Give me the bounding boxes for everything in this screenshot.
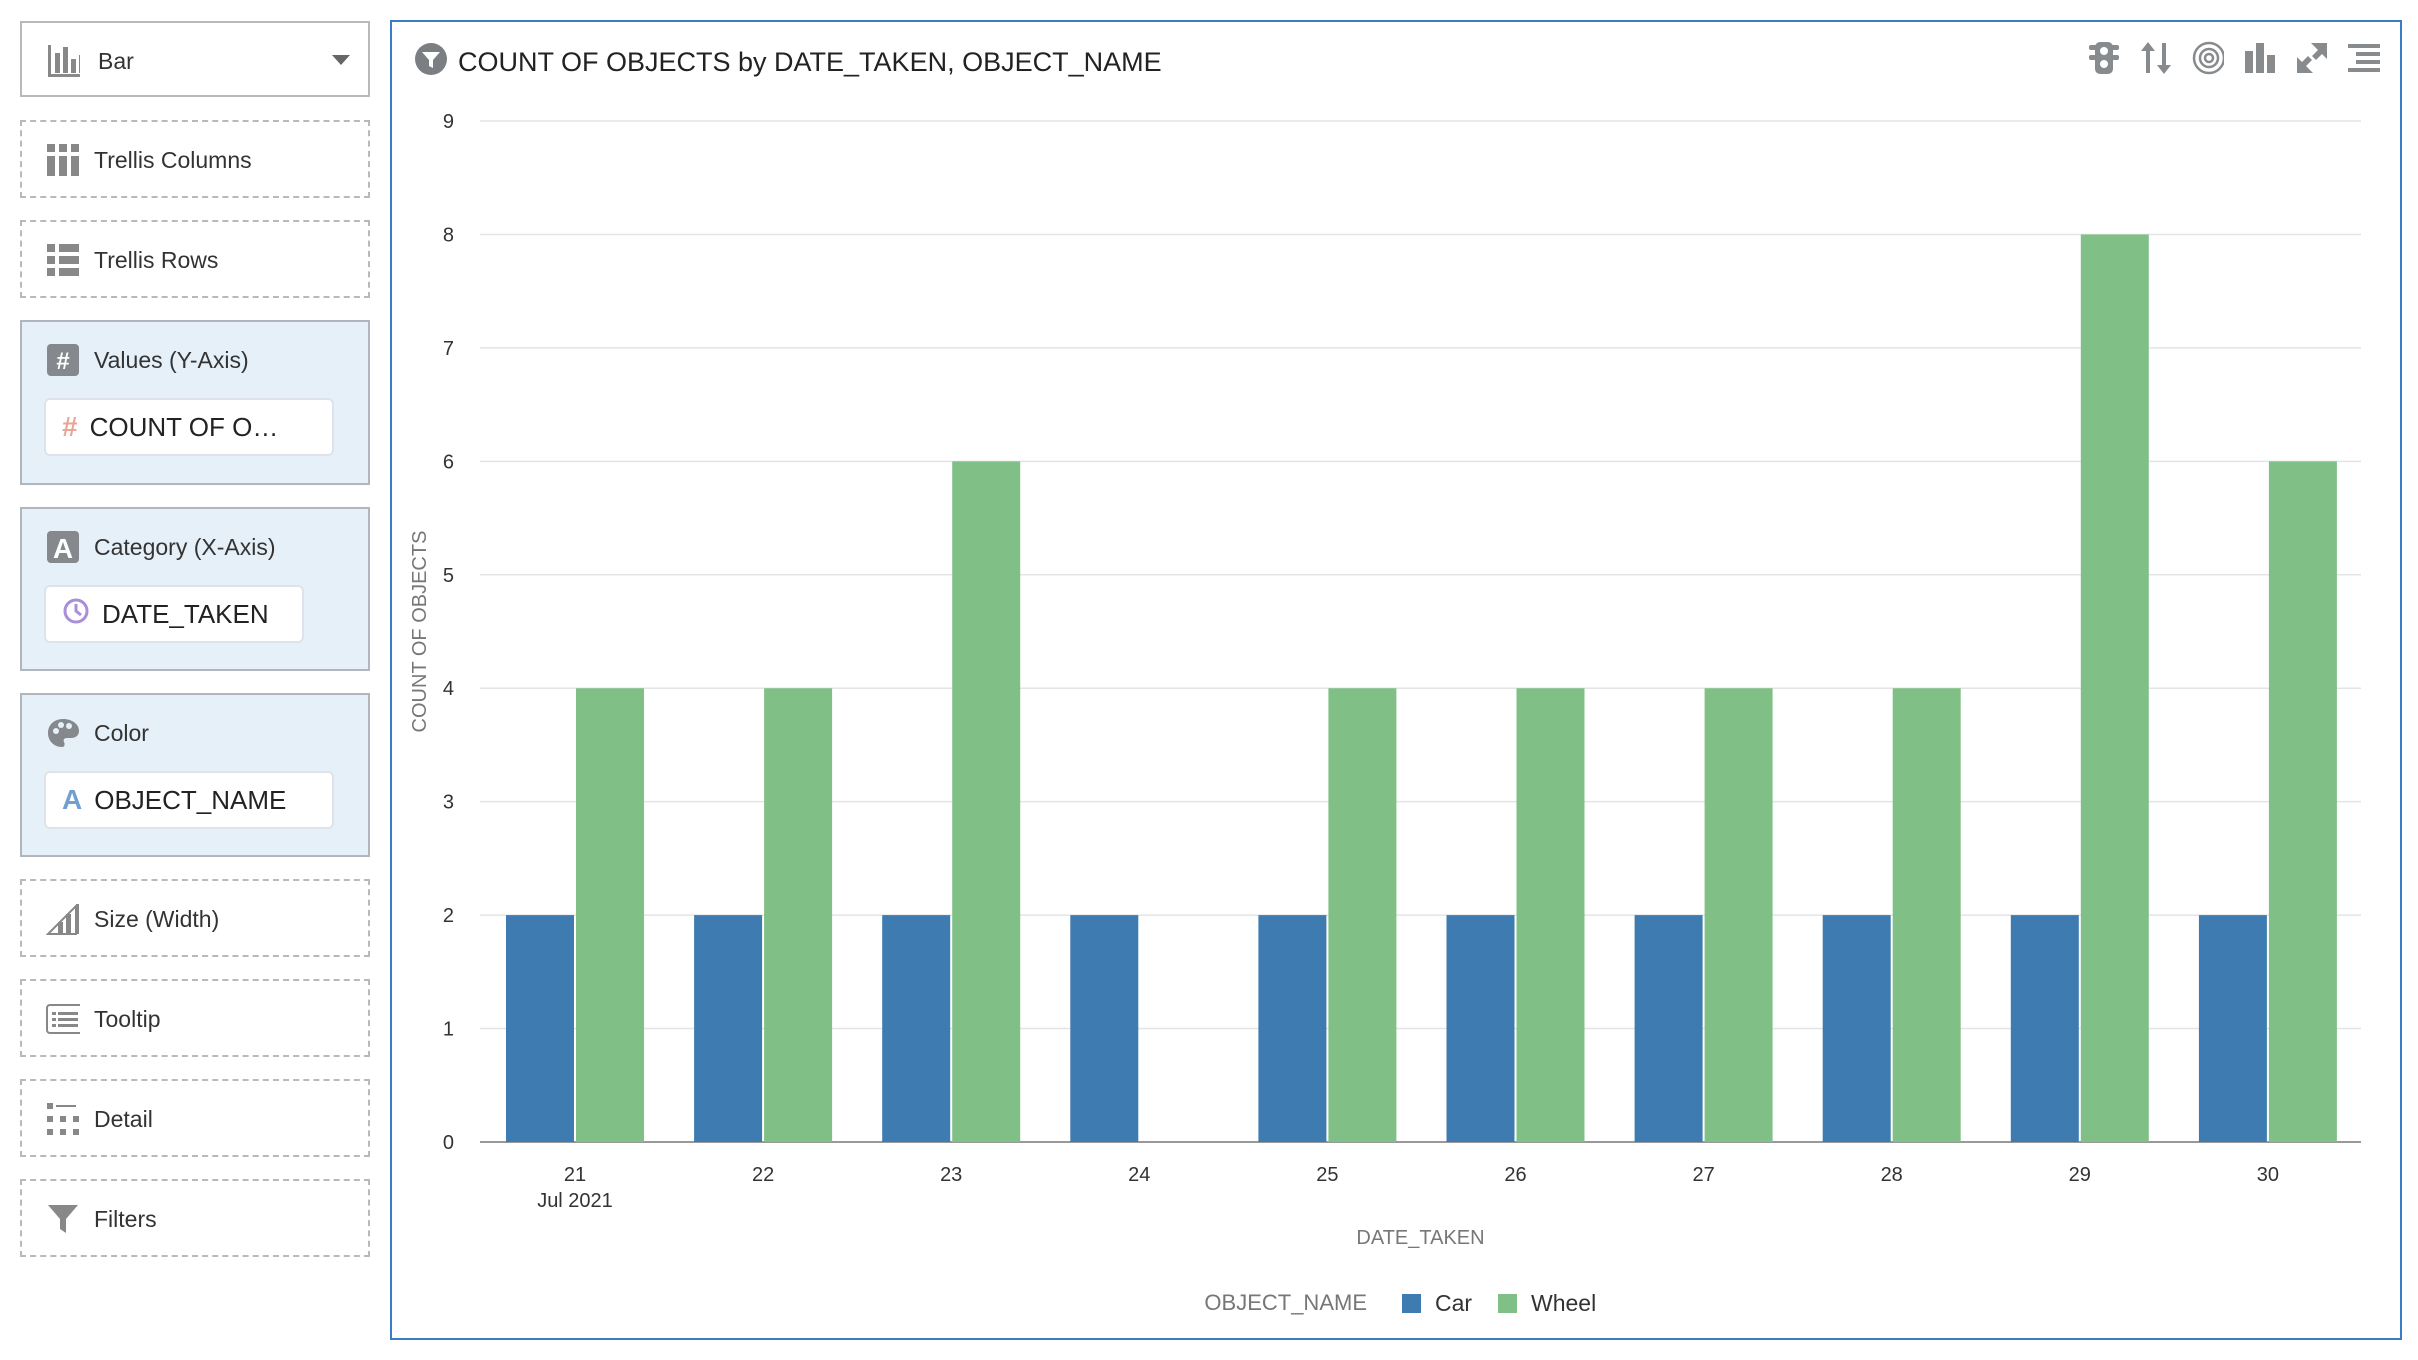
x-tick-label: 21 <box>564 1164 586 1186</box>
svg-text:#: # <box>56 348 69 375</box>
expand-icon[interactable] <box>2296 40 2328 76</box>
color-item-label: OBJECT_NAME <box>94 784 287 815</box>
bar-car-21 <box>506 915 574 1142</box>
tooltip-icon <box>46 1002 80 1036</box>
category-dropzone[interactable]: A Category (X-Axis) DATE_TAKEN <box>20 507 370 671</box>
bar-wheel-25 <box>1328 688 1397 1142</box>
category-item-date-taken[interactable]: DATE_TAKEN <box>44 585 304 643</box>
hash-icon: # <box>62 411 78 442</box>
legend-label-wheel: Wheel <box>1531 1290 1596 1316</box>
x-tick-label: 30 <box>2257 1164 2279 1186</box>
values-dropzone[interactable]: # Values (Y-Axis) # COUNT OF O… <box>20 320 370 485</box>
bar-car-24 <box>1070 915 1139 1142</box>
bar-wheel-28 <box>1892 688 1961 1142</box>
y-tick-label: 5 <box>443 565 454 587</box>
svg-text:A: A <box>53 533 73 563</box>
trellis-rows-label: Trellis Rows <box>94 246 219 273</box>
y-tick-label: 8 <box>443 224 454 246</box>
legend-label-car: Car <box>1435 1290 1472 1316</box>
bar-wheel-27 <box>1704 688 1773 1142</box>
bar-car-27 <box>1634 915 1703 1142</box>
values-item-count-of-objects[interactable]: # COUNT OF O… <box>44 398 334 456</box>
values-label: Values (Y-Axis) <box>94 346 249 373</box>
color-item-object-name[interactable]: A OBJECT_NAME <box>44 771 334 829</box>
size-width-icon <box>46 902 80 936</box>
trellis-columns-icon <box>46 143 80 177</box>
x-tick-label: 25 <box>1316 1164 1338 1186</box>
bar-chart-icon <box>46 44 80 78</box>
x-tick-label: 22 <box>752 1164 774 1186</box>
text-attribute-icon: A <box>46 530 80 564</box>
tooltip-label: Tooltip <box>94 1005 161 1032</box>
detail-dropzone[interactable]: Detail <box>20 1079 370 1157</box>
y-tick-label: 3 <box>443 792 454 814</box>
bar-car-22 <box>694 915 763 1142</box>
palette-icon <box>46 716 80 750</box>
y-tick-label: 6 <box>443 451 454 473</box>
chart-type-selector[interactable]: Bar <box>20 21 370 97</box>
trellis-columns-dropzone[interactable]: Trellis Columns <box>20 120 370 198</box>
tooltip-dropzone[interactable]: Tooltip <box>20 979 370 1057</box>
x-tick-label: 28 <box>1881 1164 1903 1186</box>
values-item-label: COUNT OF O… <box>89 411 279 442</box>
x-tick-label: 24 <box>1128 1164 1150 1186</box>
bar-chart-icon[interactable] <box>2244 40 2276 76</box>
x-tick-label: 27 <box>1692 1164 1714 1186</box>
bar-car-29 <box>2010 915 2079 1142</box>
color-dropzone[interactable]: Color A OBJECT_NAME <box>20 693 370 857</box>
bar-wheel-22 <box>764 688 833 1142</box>
chart-panel: COUNT OF OBJECTS by DATE_TAKEN, OBJECT_N… <box>390 20 2402 1340</box>
clock-icon <box>62 597 90 632</box>
legend-title: OBJECT_NAME <box>1204 1290 1367 1315</box>
filter-icon <box>46 1202 80 1236</box>
bar-wheel-26 <box>1516 688 1585 1142</box>
x-tick-label: 26 <box>1504 1164 1526 1186</box>
bar-wheel-21 <box>576 688 644 1142</box>
trellis-rows-dropzone[interactable]: Trellis Rows <box>20 220 370 298</box>
chart-type-label: Bar <box>98 47 134 74</box>
category-label: Category (X-Axis) <box>94 533 276 560</box>
bar-wheel-23 <box>952 461 1021 1142</box>
color-label: Color <box>94 719 149 746</box>
x-axis-title: DATE_TAKEN <box>1356 1227 1484 1249</box>
category-item-label: DATE_TAKEN <box>102 598 269 629</box>
detail-icon <box>46 1102 80 1136</box>
y-tick-label: 7 <box>443 338 454 360</box>
bar-wheel-30 <box>2268 461 2337 1142</box>
legend-swatch-car <box>1402 1294 1421 1313</box>
target-icon[interactable] <box>2192 40 2224 76</box>
chevron-down-icon[interactable] <box>332 55 350 65</box>
text-attribute-icon: A <box>62 784 83 815</box>
bar-car-25 <box>1258 915 1327 1142</box>
y-axis-title: COUNT OF OBJECTS <box>409 531 431 733</box>
sort-icon[interactable] <box>2140 40 2172 76</box>
filters-label: Filters <box>94 1205 157 1232</box>
traffic-light-icon[interactable] <box>2088 40 2120 76</box>
x-tick-label: 23 <box>940 1164 962 1186</box>
bar-wheel-29 <box>2080 234 2149 1142</box>
bar-car-30 <box>2198 915 2267 1142</box>
bar-car-28 <box>1822 915 1891 1142</box>
legend-swatch-wheel <box>1498 1294 1517 1313</box>
y-tick-label: 9 <box>443 111 454 133</box>
trellis-columns-label: Trellis Columns <box>94 146 252 173</box>
y-tick-label: 4 <box>443 678 454 700</box>
filter-icon[interactable] <box>414 42 448 83</box>
menu-icon[interactable] <box>2348 40 2380 76</box>
y-tick-label: 2 <box>443 905 454 927</box>
trellis-rows-icon <box>46 243 80 277</box>
bar-car-23 <box>882 915 951 1142</box>
size-label: Size (Width) <box>94 905 220 932</box>
hash-icon: # <box>46 343 80 377</box>
detail-label: Detail <box>94 1105 153 1132</box>
y-tick-label: 1 <box>443 1019 454 1041</box>
chart-title: COUNT OF OBJECTS by DATE_TAKEN, OBJECT_N… <box>458 47 1162 77</box>
bar-car-26 <box>1446 915 1515 1142</box>
size-dropzone[interactable]: Size (Width) <box>20 879 370 957</box>
x-tick-sublabel: Jul 2021 <box>537 1190 613 1212</box>
y-tick-label: 0 <box>443 1132 454 1154</box>
x-tick-label: 29 <box>2069 1164 2091 1186</box>
filters-dropzone[interactable]: Filters <box>20 1179 370 1257</box>
